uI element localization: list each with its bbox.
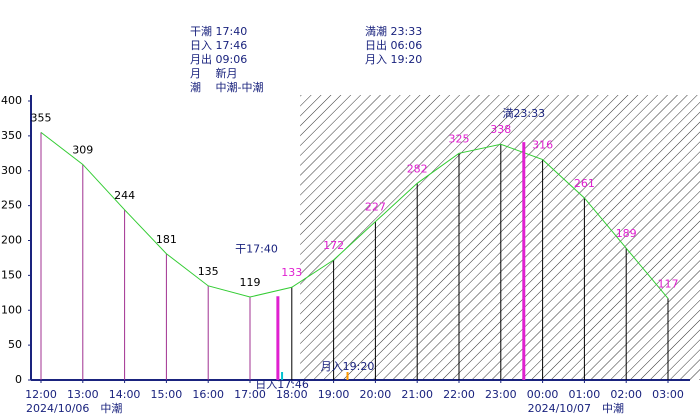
x-tick-label: 15:00 <box>151 388 183 401</box>
x-tick-label: 19:00 <box>318 388 350 401</box>
y-tick-label: 0 <box>15 373 22 386</box>
y-tick-label: 250 <box>1 199 22 212</box>
info-text: 日入 17:46 <box>190 39 247 52</box>
info-text: 月 新月 <box>190 66 238 80</box>
value-label: 261 <box>574 177 595 190</box>
value-label: 181 <box>156 233 177 246</box>
y-tick-label: 400 <box>1 94 22 107</box>
event-label: 日入17:46 <box>255 378 309 391</box>
date-label: 2024/10/07 中潮 <box>528 401 624 415</box>
y-tick-label: 100 <box>1 303 22 316</box>
x-tick-label: 18:00 <box>276 388 308 401</box>
y-tick-label: 300 <box>1 164 22 177</box>
x-tick-label: 21:00 <box>401 388 433 401</box>
info-text: 日出 06:06 <box>365 38 422 52</box>
value-label: 244 <box>114 189 135 202</box>
value-label: 119 <box>240 276 261 289</box>
y-tick-label: 150 <box>1 268 22 281</box>
x-tick-label: 00:00 <box>527 388 559 401</box>
x-tick-label: 01:00 <box>569 388 601 401</box>
x-tick-label: 16:00 <box>192 388 224 401</box>
value-label: 227 <box>365 201 386 214</box>
value-label: 117 <box>658 277 679 290</box>
y-tick-label: 50 <box>8 338 22 351</box>
x-tick-label: 20:00 <box>360 388 392 401</box>
x-tick-label: 03:00 <box>652 388 684 401</box>
value-label: 135 <box>198 265 219 278</box>
night-hatch <box>300 95 700 380</box>
info-text: 月入 19:20 <box>365 53 422 66</box>
value-label: 338 <box>490 123 511 136</box>
info-text: 干潮 17:40 <box>190 24 247 38</box>
value-label: 189 <box>616 227 637 240</box>
x-tick-label: 14:00 <box>109 388 141 401</box>
value-label: 282 <box>407 162 428 175</box>
y-tick-label: 350 <box>1 129 22 142</box>
extreme-label: 干17:40 <box>235 242 278 255</box>
extreme-label: 満23:33 <box>502 107 545 120</box>
value-label: 355 <box>31 111 52 124</box>
info-text: 潮 中潮-中潮 <box>190 80 263 94</box>
tide-line <box>40 131 669 299</box>
x-tick-label: 22:00 <box>443 388 475 401</box>
value-label: 172 <box>323 239 344 252</box>
info-text: 月出 09:06 <box>190 52 247 66</box>
value-label: 133 <box>281 266 302 279</box>
x-tick-label: 12:00 <box>25 388 57 401</box>
info-text: 満潮 23:33 <box>365 24 422 38</box>
date-label: 2024/10/06 中潮 <box>26 401 122 415</box>
x-tick-label: 23:00 <box>485 388 517 401</box>
value-label: 316 <box>532 139 553 152</box>
value-label: 309 <box>72 143 93 156</box>
x-tick-label: 13:00 <box>67 388 99 401</box>
event-label: 月入19:20 <box>321 360 375 373</box>
y-tick-label: 200 <box>1 234 22 247</box>
x-tick-label: 17:00 <box>234 388 266 401</box>
x-tick-label: 02:00 <box>610 388 642 401</box>
value-label: 325 <box>449 132 470 145</box>
